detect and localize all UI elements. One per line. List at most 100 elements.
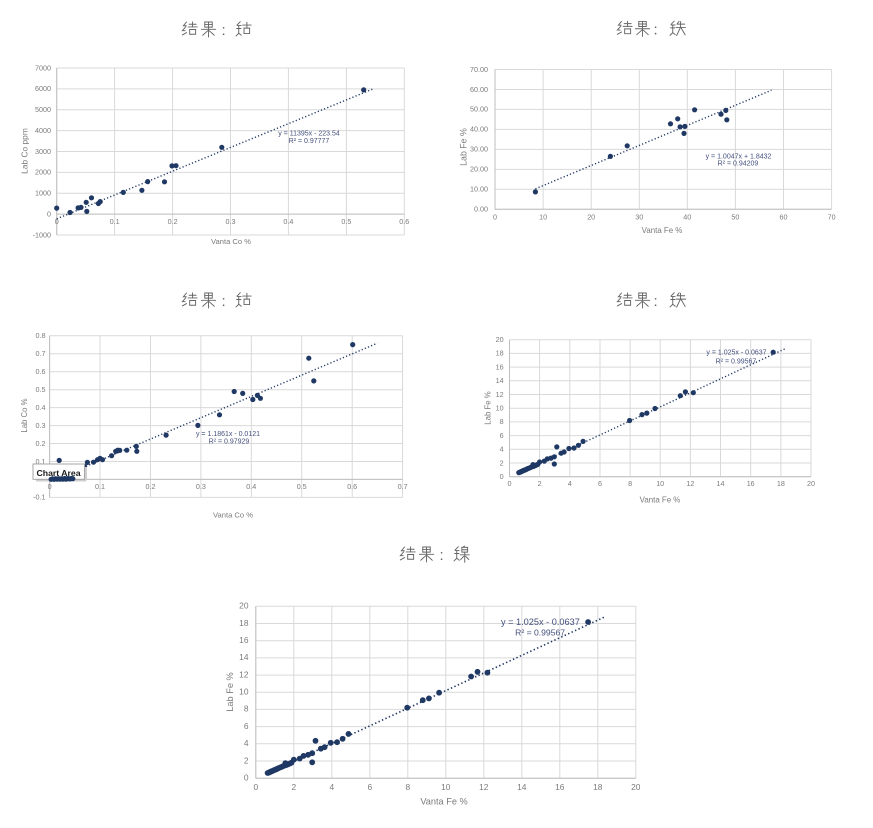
svg-text:14: 14	[239, 652, 249, 662]
svg-text:50: 50	[731, 213, 739, 222]
svg-text:0.00: 0.00	[474, 205, 488, 214]
svg-text:14: 14	[717, 479, 725, 488]
svg-text:0.6: 0.6	[347, 482, 357, 491]
svg-text:16: 16	[496, 362, 504, 371]
svg-text:2: 2	[538, 479, 542, 488]
svg-text:0: 0	[493, 213, 497, 222]
svg-text:10: 10	[239, 687, 249, 697]
svg-text:30: 30	[635, 213, 643, 222]
svg-text:60: 60	[780, 213, 788, 222]
svg-text:20: 20	[496, 335, 504, 344]
svg-text:Lab Co ppm: Lab Co ppm	[20, 128, 30, 174]
svg-text:10: 10	[539, 213, 547, 222]
svg-text:0.8: 0.8	[36, 331, 46, 340]
svg-text:40: 40	[683, 213, 691, 222]
svg-text:10: 10	[441, 782, 451, 792]
svg-text:20: 20	[807, 479, 815, 488]
svg-text:12: 12	[496, 390, 504, 399]
svg-text:y = 11395x - 223.54: y = 11395x - 223.54	[278, 131, 340, 138]
svg-text:6: 6	[244, 721, 249, 731]
svg-text:0: 0	[508, 479, 512, 488]
svg-text:0.1: 0.1	[36, 457, 46, 466]
svg-text:0: 0	[48, 482, 52, 491]
svg-text:Vanta Fe %: Vanta Fe %	[420, 797, 467, 807]
svg-text:0.5: 0.5	[297, 482, 307, 491]
svg-text:12: 12	[479, 782, 489, 792]
svg-text:Vanta Fe %: Vanta Fe %	[640, 496, 681, 505]
svg-text:0: 0	[244, 773, 249, 783]
svg-text:0.6: 0.6	[399, 217, 409, 226]
svg-text:70: 70	[828, 213, 836, 222]
svg-text:2: 2	[500, 458, 504, 467]
svg-text:10: 10	[496, 404, 504, 413]
svg-text:y = 1.025x - 0.0637: y = 1.025x - 0.0637	[501, 617, 580, 627]
svg-text:R² = 0.99567: R² = 0.99567	[515, 627, 565, 637]
svg-text:70.00: 70.00	[470, 65, 488, 74]
svg-text:12: 12	[239, 669, 249, 679]
svg-text:0.1: 0.1	[110, 217, 120, 226]
svg-text:0.4: 0.4	[246, 482, 256, 491]
svg-text:R² = 0.94209: R² = 0.94209	[718, 160, 759, 167]
svg-text:1000: 1000	[35, 189, 51, 198]
svg-text:20: 20	[239, 601, 249, 611]
svg-text:20: 20	[631, 782, 641, 792]
svg-text:Lab Fe %: Lab Fe %	[225, 672, 235, 711]
svg-text:Lab Co %: Lab Co %	[20, 398, 29, 432]
svg-text:20.00: 20.00	[470, 165, 488, 174]
svg-text:3000: 3000	[35, 147, 51, 156]
svg-text:2000: 2000	[35, 168, 51, 177]
svg-text:Lab Fe %: Lab Fe %	[458, 128, 468, 166]
svg-text:0: 0	[47, 209, 51, 218]
svg-text:12: 12	[686, 479, 694, 488]
svg-text:18: 18	[777, 479, 785, 488]
svg-text:Lab Fe %: Lab Fe %	[483, 391, 492, 424]
svg-text:8: 8	[244, 704, 249, 714]
svg-text:0.3: 0.3	[196, 482, 206, 491]
svg-text:14: 14	[496, 376, 504, 385]
svg-text:6: 6	[598, 479, 602, 488]
svg-text:4: 4	[500, 445, 504, 454]
svg-text:0: 0	[253, 782, 258, 792]
svg-text:30.00: 30.00	[470, 145, 488, 154]
svg-text:4000: 4000	[35, 126, 51, 135]
svg-text:18: 18	[496, 349, 504, 358]
svg-text:16: 16	[239, 635, 249, 645]
svg-text:18: 18	[593, 782, 603, 792]
svg-text:0.7: 0.7	[398, 482, 408, 491]
svg-text:6: 6	[500, 431, 504, 440]
svg-text:0.2: 0.2	[36, 439, 46, 448]
svg-text:18: 18	[239, 618, 249, 628]
svg-text:0.5: 0.5	[36, 385, 46, 394]
svg-text:y = 1.1861x - 0.0121: y = 1.1861x - 0.0121	[196, 431, 260, 438]
svg-text:Vanta Fe %: Vanta Fe %	[642, 226, 683, 235]
svg-text:20: 20	[587, 213, 595, 222]
svg-text:0.3: 0.3	[226, 217, 236, 226]
svg-text:7000: 7000	[35, 63, 51, 72]
svg-text:8: 8	[628, 479, 632, 488]
svg-text:0.4: 0.4	[283, 217, 293, 226]
svg-text:-1000: -1000	[33, 230, 51, 239]
svg-text:0.3: 0.3	[36, 421, 46, 430]
svg-text:14: 14	[517, 782, 527, 792]
svg-text:4: 4	[329, 782, 334, 792]
svg-text:0.2: 0.2	[146, 482, 156, 491]
svg-text:y = 1.0047x + 1.8432: y = 1.0047x + 1.8432	[706, 153, 772, 160]
svg-text:2: 2	[244, 755, 249, 765]
svg-text:16: 16	[555, 782, 565, 792]
svg-text:0.1: 0.1	[95, 482, 105, 491]
svg-text:Vanta Co %: Vanta Co %	[213, 511, 253, 520]
svg-text:0.7: 0.7	[36, 349, 46, 358]
svg-text:6: 6	[367, 782, 372, 792]
svg-text:0.6: 0.6	[36, 367, 46, 376]
svg-text:10: 10	[656, 479, 664, 488]
svg-text:2: 2	[291, 782, 296, 792]
svg-text:4: 4	[244, 738, 249, 748]
svg-text:R² = 0.97929: R² = 0.97929	[209, 439, 250, 446]
svg-text:-0.1: -0.1	[33, 493, 45, 502]
svg-text:R² = 0.97777: R² = 0.97777	[289, 138, 330, 145]
svg-text:5000: 5000	[35, 105, 51, 114]
svg-text:0: 0	[55, 217, 59, 226]
svg-text:40.00: 40.00	[470, 125, 488, 134]
svg-text:0.4: 0.4	[36, 403, 46, 412]
svg-text:60.00: 60.00	[470, 85, 488, 94]
